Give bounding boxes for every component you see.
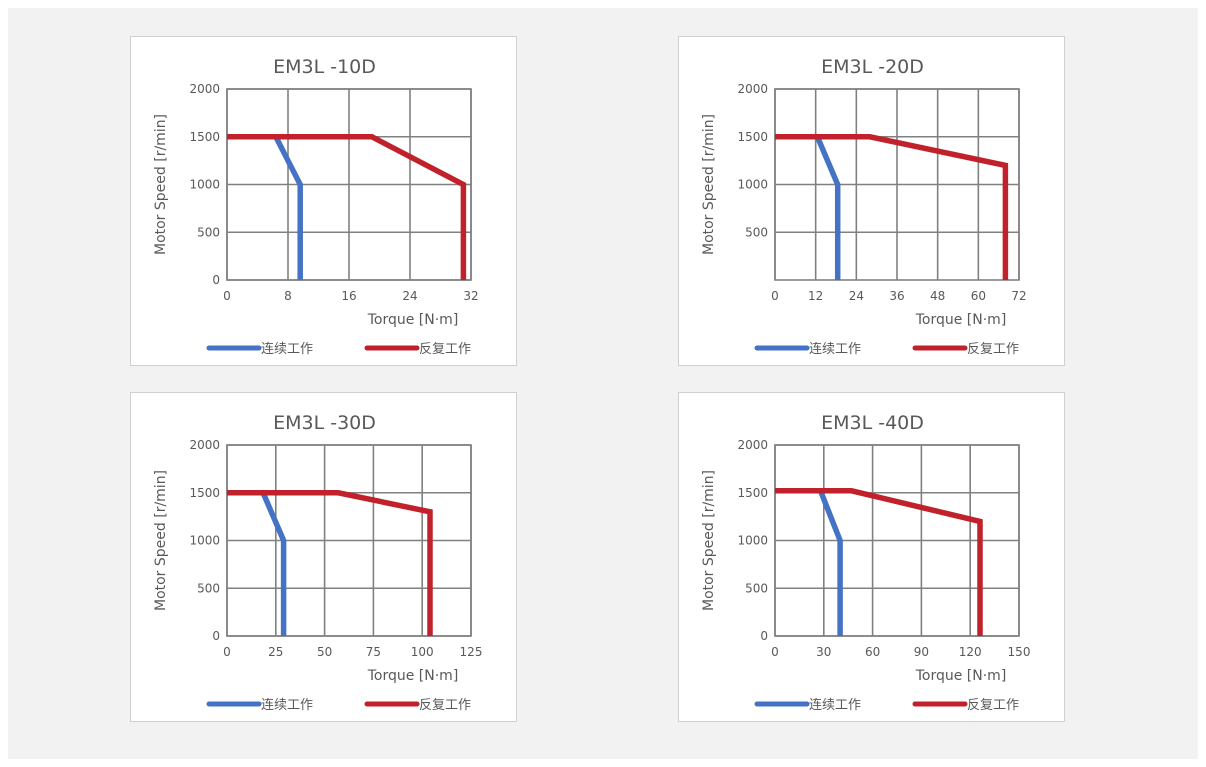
- chart-title: EM3L -40D: [821, 412, 924, 434]
- series-line-intermittent: [775, 134, 1009, 280]
- x-tick-label: 0: [771, 645, 779, 659]
- y-tick-label: 2000: [189, 438, 220, 452]
- plot-area: [226, 88, 472, 281]
- y-tick-label: 500: [745, 581, 768, 595]
- y-tick-label: 500: [197, 225, 220, 239]
- y-tick-label: 1500: [737, 130, 768, 144]
- x-tick-label: 32: [463, 289, 478, 303]
- legend-label: 反复工作: [419, 342, 471, 357]
- x-tick-label: 36: [889, 289, 904, 303]
- legend-label: 反复工作: [967, 342, 1019, 357]
- y-tick-label: 1000: [737, 178, 768, 192]
- x-tick-label: 100: [411, 645, 434, 659]
- y-tick-label: 1000: [189, 534, 220, 548]
- x-tick-label: 0: [223, 645, 231, 659]
- chart-svg: EM3L -20D 0 12 24 36 48 60 72 500 1000 1500 2000 Tor…: [701, 56, 1027, 357]
- x-tick-label: 0: [771, 289, 779, 303]
- x-tick-label: 16: [341, 289, 356, 303]
- x-tick-label: 120: [959, 645, 982, 659]
- chart-title: EM3L -30D: [273, 412, 376, 434]
- plot-area: [774, 88, 1020, 281]
- x-tick-label: 30: [816, 645, 831, 659]
- chart-svg: EM3L -10D 0 8 16 24 32 0 500 1000 1500 2000 Torque …: [153, 56, 479, 357]
- y-tick-label: 1500: [737, 486, 768, 500]
- x-tick-label: 48: [930, 289, 945, 303]
- x-tick-label: 12: [808, 289, 823, 303]
- chart-panel-em3l-40d: EM3L -40D 0 30 60 90 120 150 0 500 1000 1500 2000 To…: [678, 392, 1065, 722]
- series-line-continuous: [227, 134, 303, 280]
- y-tick-label: 2000: [737, 438, 768, 452]
- x-axis-label: Torque [N·m]: [367, 668, 459, 684]
- legend-label: 反复工作: [419, 698, 471, 713]
- x-tick-label: 50: [317, 645, 332, 659]
- y-axis-label: Motor Speed [r/min]: [701, 470, 717, 611]
- series-line-continuous: [775, 488, 843, 636]
- legend-label: 连续工作: [809, 697, 861, 713]
- y-axis-label: Motor Speed [r/min]: [153, 470, 169, 611]
- legend-label: 连续工作: [809, 341, 861, 357]
- x-tick-label: 72: [1011, 289, 1026, 303]
- y-tick-label: 1500: [189, 486, 220, 500]
- y-tick-label: 0: [760, 629, 768, 643]
- y-tick-label: 1500: [189, 130, 220, 144]
- x-tick-label: 8: [284, 289, 292, 303]
- x-tick-label: 75: [366, 645, 381, 659]
- chart-panel-em3l-30d: EM3L -30D 0 25 50 75 100 125 0 500 1000 1500 2000 To…: [130, 392, 517, 722]
- series-line-intermittent: [775, 488, 983, 636]
- y-tick-label: 0: [212, 273, 220, 287]
- x-tick-label: 60: [865, 645, 880, 659]
- legend-label: 连续工作: [261, 341, 313, 357]
- plot-area: [774, 444, 1020, 637]
- y-tick-label: 2000: [737, 82, 768, 96]
- chart-sheet: EM3L -10D 0 8 16 24 32 0 500 1000 1500 2000 Torque …: [8, 8, 1198, 759]
- chart-panel-em3l-10d: EM3L -10D 0 8 16 24 32 0 500 1000 1500 2000 Torque …: [130, 36, 517, 366]
- legend-label: 反复工作: [967, 698, 1019, 713]
- x-axis-label: Torque [N·m]: [915, 668, 1007, 684]
- y-axis-label: Motor Speed [r/min]: [701, 114, 717, 255]
- x-tick-label: 125: [460, 645, 483, 659]
- x-tick-label: 25: [268, 645, 283, 659]
- y-axis-label: Motor Speed [r/min]: [153, 114, 169, 255]
- chart-panel-em3l-20d: EM3L -20D 0 12 24 36 48 60 72 500 1000 1500 2000 Tor…: [678, 36, 1065, 366]
- series-line-intermittent: [227, 490, 433, 636]
- series-line-intermittent: [227, 134, 467, 280]
- x-tick-label: 60: [971, 289, 986, 303]
- x-tick-label: 24: [849, 289, 864, 303]
- chart-svg: EM3L -30D 0 25 50 75 100 125 0 500 1000 1500 2000 To…: [153, 412, 483, 713]
- y-tick-label: 0: [212, 629, 220, 643]
- x-axis-label: Torque [N·m]: [915, 312, 1007, 328]
- x-tick-label: 0: [223, 289, 231, 303]
- chart-title: EM3L -20D: [821, 56, 924, 78]
- chart-title: EM3L -10D: [273, 56, 376, 78]
- y-tick-label: 1000: [189, 178, 220, 192]
- y-tick-label: 500: [197, 581, 220, 595]
- y-tick-label: 1000: [737, 534, 768, 548]
- series-line-continuous: [775, 134, 841, 280]
- x-tick-label: 150: [1008, 645, 1031, 659]
- plot-area: [226, 444, 472, 637]
- y-tick-label: 500: [745, 225, 768, 239]
- x-tick-label: 24: [402, 289, 417, 303]
- x-axis-label: Torque [N·m]: [367, 312, 459, 328]
- y-tick-label: 2000: [189, 82, 220, 96]
- legend-label: 连续工作: [261, 697, 313, 713]
- x-tick-label: 90: [914, 645, 929, 659]
